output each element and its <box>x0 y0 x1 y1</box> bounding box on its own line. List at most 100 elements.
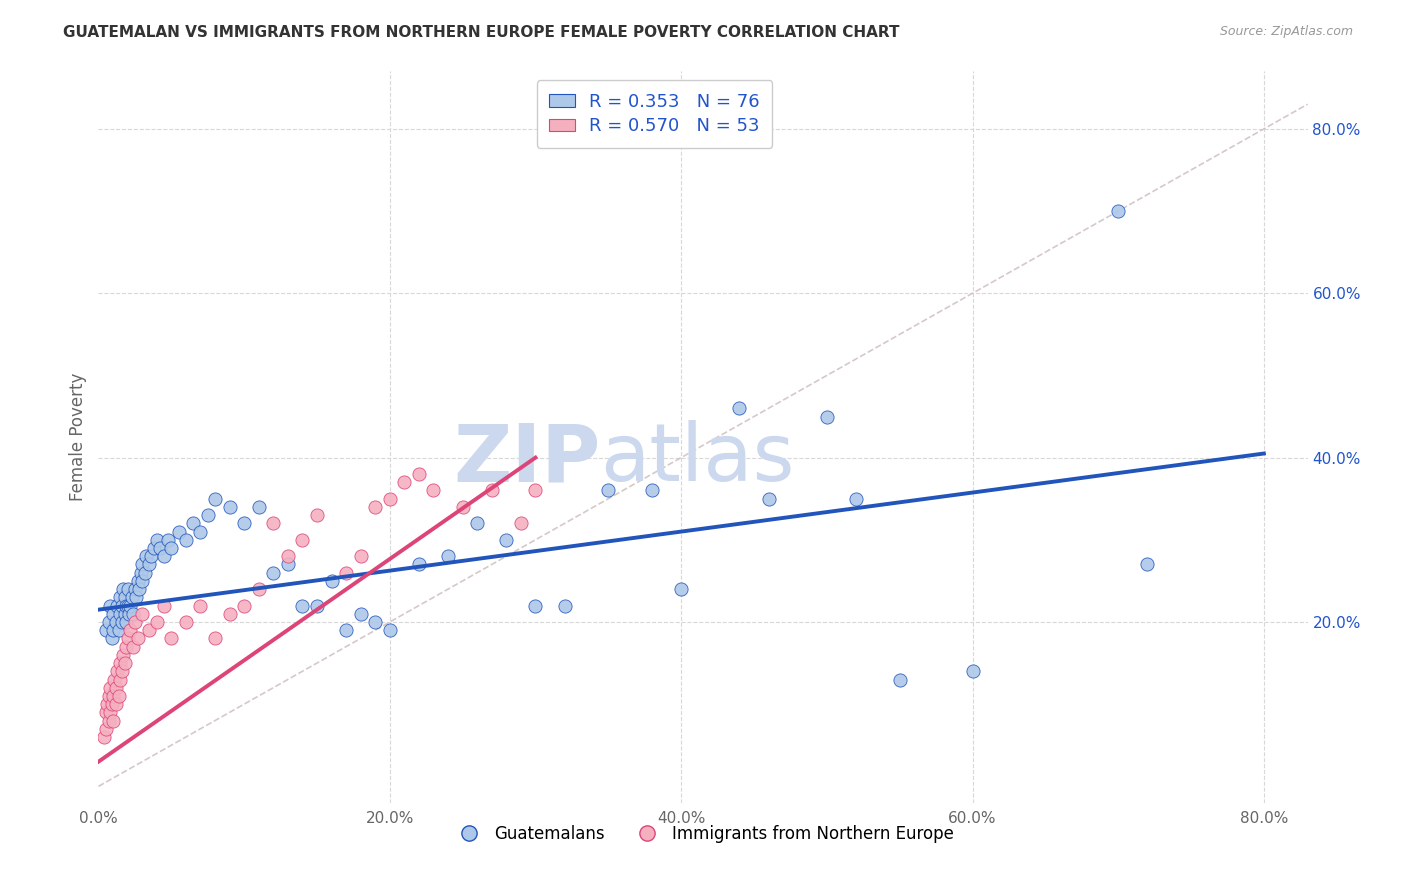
Point <box>112 648 135 662</box>
Point <box>122 607 145 621</box>
Point <box>277 558 299 572</box>
Point <box>728 401 751 416</box>
Point <box>335 624 357 638</box>
Text: GUATEMALAN VS IMMIGRANTS FROM NORTHERN EUROPE FEMALE POVERTY CORRELATION CHART: GUATEMALAN VS IMMIGRANTS FROM NORTHERN E… <box>63 25 900 40</box>
Point <box>103 673 125 687</box>
Point <box>149 541 172 555</box>
Point <box>128 582 150 596</box>
Point <box>495 533 517 547</box>
Point <box>115 640 138 654</box>
Point <box>167 524 190 539</box>
Point <box>247 582 270 596</box>
Point <box>378 491 401 506</box>
Point <box>142 541 165 555</box>
Point <box>262 566 284 580</box>
Point <box>218 500 240 514</box>
Point <box>554 599 576 613</box>
Point <box>758 491 780 506</box>
Point <box>98 681 121 695</box>
Point <box>190 599 212 613</box>
Point <box>101 714 124 728</box>
Legend: Guatemalans, Immigrants from Northern Europe: Guatemalans, Immigrants from Northern Eu… <box>446 818 960 849</box>
Point <box>394 475 416 490</box>
Point <box>181 516 204 531</box>
Point <box>104 681 127 695</box>
Point <box>174 615 197 629</box>
Point <box>125 591 148 605</box>
Point <box>127 574 149 588</box>
Point <box>204 632 226 646</box>
Point <box>120 599 142 613</box>
Point <box>131 558 153 572</box>
Point <box>105 665 128 679</box>
Point <box>138 624 160 638</box>
Point <box>110 607 132 621</box>
Point <box>108 689 131 703</box>
Point <box>115 599 138 613</box>
Point <box>350 549 373 564</box>
Point <box>204 491 226 506</box>
Point <box>114 591 136 605</box>
Point <box>350 607 373 621</box>
Point <box>101 607 124 621</box>
Point <box>114 656 136 670</box>
Point <box>889 673 911 687</box>
Point <box>598 483 620 498</box>
Point <box>197 508 219 523</box>
Point <box>139 549 162 564</box>
Point <box>134 566 156 580</box>
Point <box>174 533 197 547</box>
Point <box>138 558 160 572</box>
Point <box>131 574 153 588</box>
Point <box>110 673 132 687</box>
Point <box>481 483 503 498</box>
Point <box>127 632 149 646</box>
Point <box>96 697 118 711</box>
Point <box>305 508 328 523</box>
Point <box>117 599 139 613</box>
Point <box>97 615 120 629</box>
Point <box>190 524 212 539</box>
Point <box>153 549 176 564</box>
Point <box>1107 204 1129 219</box>
Point <box>131 607 153 621</box>
Point <box>108 624 131 638</box>
Point <box>111 615 134 629</box>
Point <box>1136 558 1159 572</box>
Point <box>524 483 547 498</box>
Point <box>291 599 314 613</box>
Point <box>124 615 146 629</box>
Point <box>465 516 488 531</box>
Point <box>94 722 117 736</box>
Point <box>291 533 314 547</box>
Point <box>378 624 401 638</box>
Point <box>962 665 984 679</box>
Point <box>233 599 256 613</box>
Point <box>451 500 474 514</box>
Point <box>641 483 664 498</box>
Point <box>135 549 157 564</box>
Point <box>97 714 120 728</box>
Point <box>110 656 132 670</box>
Point <box>509 516 531 531</box>
Point <box>160 632 183 646</box>
Point <box>111 599 134 613</box>
Point <box>111 665 134 679</box>
Point <box>815 409 838 424</box>
Point <box>101 689 124 703</box>
Point <box>94 624 117 638</box>
Point <box>160 541 183 555</box>
Point <box>422 483 444 498</box>
Point <box>277 549 299 564</box>
Point <box>97 689 120 703</box>
Point <box>145 615 167 629</box>
Point <box>218 607 240 621</box>
Point <box>321 574 343 588</box>
Point <box>98 599 121 613</box>
Point <box>112 582 135 596</box>
Point <box>100 632 122 646</box>
Point <box>121 591 143 605</box>
Point <box>408 467 430 481</box>
Text: ZIP: ZIP <box>453 420 600 498</box>
Point <box>129 566 152 580</box>
